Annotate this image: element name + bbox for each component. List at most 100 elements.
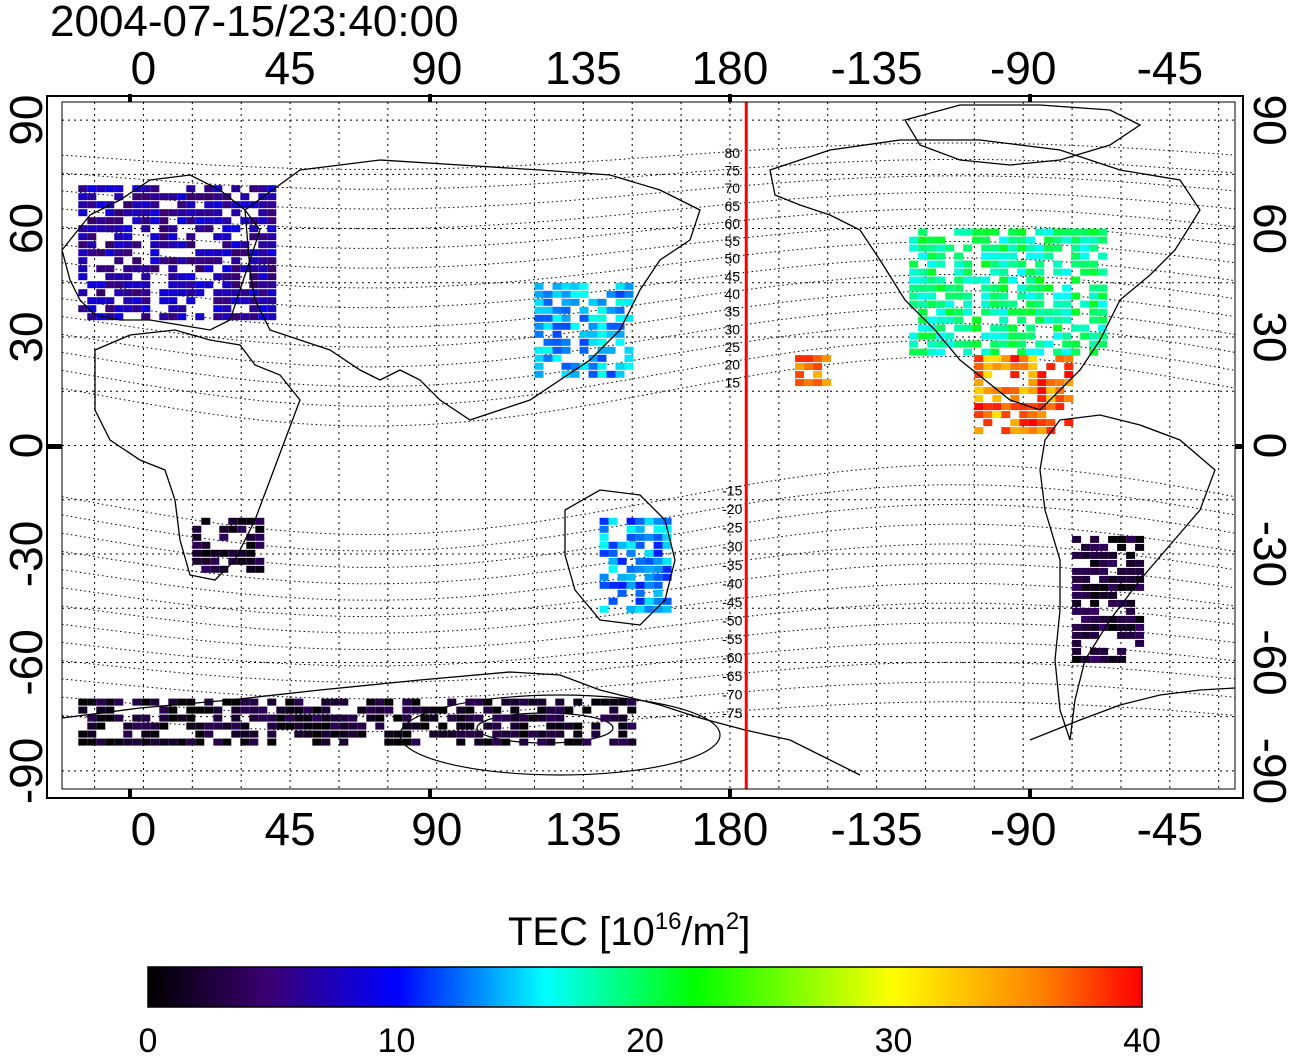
tec-cell (96, 249, 106, 257)
tec-cell (105, 273, 115, 281)
tec-cell (963, 300, 973, 308)
tec-cell (228, 525, 238, 533)
tec-cell (534, 322, 544, 330)
tec-cell (222, 313, 232, 321)
tec-cell (599, 517, 609, 525)
tec-cell (150, 738, 160, 746)
tec-cell (246, 565, 256, 573)
tec-cell (267, 249, 277, 257)
tec-cell (201, 565, 211, 573)
tec-cell (258, 185, 268, 193)
tec-cell (339, 730, 349, 738)
tec-cell (132, 738, 142, 746)
tec-cell (945, 284, 955, 292)
tec-cell (366, 714, 376, 722)
tec-cell (1062, 292, 1072, 300)
tec-cell (1098, 236, 1108, 244)
mlat-label: -40 (722, 575, 742, 591)
tec-cell (597, 354, 607, 362)
tec-cell (1026, 300, 1036, 308)
tec-cell (1037, 419, 1047, 427)
tec-cell (972, 228, 982, 236)
tec-cell (204, 193, 214, 201)
mlat-label: -65 (722, 668, 742, 684)
tec-cell (186, 209, 196, 217)
tec-cell (231, 201, 241, 209)
tec-cell (599, 525, 609, 533)
tec-cell (402, 714, 412, 722)
mlat-contour (62, 582, 1235, 634)
tec-cell (644, 605, 654, 613)
tec-cell (555, 730, 565, 738)
tec-cell (105, 249, 115, 257)
bottom-lon-tick-7: -45 (1137, 803, 1203, 855)
tec-cell (1037, 427, 1047, 435)
tec-cell (918, 252, 928, 260)
tec-cell (1099, 551, 1109, 559)
tec-cell (1046, 379, 1056, 387)
tec-cell (267, 257, 277, 265)
tec-cell (78, 225, 88, 233)
tec-cell (1017, 244, 1027, 252)
left-lat-tick-2: 30 (0, 311, 52, 362)
tec-cell (555, 698, 565, 706)
tec-cell (1135, 631, 1145, 639)
tec-cell (552, 330, 562, 338)
tec-cell (608, 549, 618, 557)
tec-cell (384, 738, 394, 746)
tec-cell (1008, 332, 1018, 340)
tec-cell (186, 706, 196, 714)
tec-cell (1064, 395, 1074, 403)
tec-cell (537, 730, 547, 738)
tec-cell (1080, 236, 1090, 244)
tec-cell (1010, 403, 1020, 411)
tec-cell (1026, 332, 1036, 340)
tec-cell (990, 332, 1000, 340)
tec-cell (570, 322, 580, 330)
tec-cell (294, 722, 304, 730)
tec-cell (204, 217, 214, 225)
tec-cell (974, 387, 984, 395)
tec-cell (1071, 260, 1081, 268)
tec-cell (249, 706, 259, 714)
tec-cell (1108, 599, 1118, 607)
tec-cell (1126, 623, 1136, 631)
tec-cell (246, 517, 256, 525)
tec-cell (105, 714, 115, 722)
mlat-contour (62, 563, 1235, 618)
tec-cell (186, 297, 196, 305)
tec-cell (983, 387, 993, 395)
tec-cell (123, 305, 133, 313)
tec-cell (992, 411, 1002, 419)
tec-cell (123, 738, 133, 746)
tec-cell (87, 225, 97, 233)
tec-cell (1090, 615, 1100, 623)
tec-cell (330, 698, 340, 706)
tec-cell (945, 244, 955, 252)
tec-cell (954, 276, 964, 284)
bottom-lon-tick-6: -90 (990, 803, 1056, 855)
tec-cell (1080, 252, 1090, 260)
tec-cell (456, 706, 466, 714)
top-lon-tick-0: 0 (131, 42, 157, 94)
tec-cell (78, 698, 88, 706)
tec-cell (87, 305, 97, 313)
tec-cell (132, 698, 142, 706)
tec-cell (87, 313, 97, 321)
tec-cell (1010, 395, 1020, 403)
mlat-label: -20 (722, 501, 742, 517)
tec-cell (608, 581, 618, 589)
tec-cell (927, 348, 937, 356)
coastline-greenland (904, 104, 1142, 166)
tec-cell (303, 706, 313, 714)
tec-cell (285, 714, 295, 722)
tec-cell (615, 322, 625, 330)
tec-cell (990, 284, 1000, 292)
mlat-label: 65 (724, 198, 740, 214)
tec-cell (255, 557, 265, 565)
tec-cell (1001, 387, 1011, 395)
tec-cell (1026, 236, 1036, 244)
tec-cell (213, 257, 223, 265)
tec-cell (599, 533, 609, 541)
tec-cell (246, 541, 256, 549)
